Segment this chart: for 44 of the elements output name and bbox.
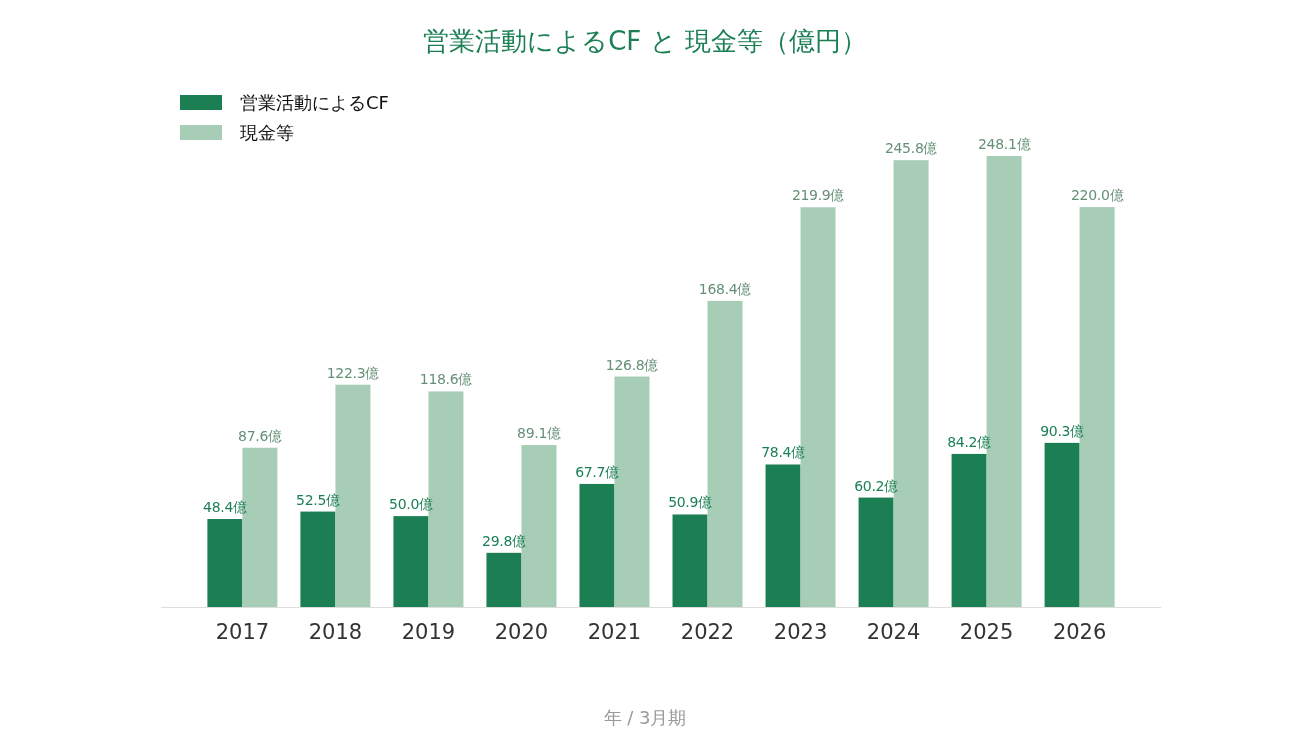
x-tick-label: 2023 [773, 620, 828, 644]
bar [207, 519, 243, 607]
x-tick-label: 2026 [1052, 620, 1107, 644]
x-tick-label: 2019 [401, 620, 456, 644]
data-label: 126.8億 [605, 356, 659, 373]
x-tick-label: 2025 [959, 620, 1014, 644]
x-tick-label: 2018 [308, 620, 363, 644]
bar [1044, 442, 1080, 607]
data-label: 52.5億 [296, 491, 341, 508]
x-tick-label: 2021 [587, 620, 642, 644]
x-axis-title: 年 / 3月期 [603, 707, 687, 728]
data-label: 90.3億 [1040, 422, 1085, 439]
data-label: 29.8億 [482, 532, 527, 549]
data-label: 50.0億 [389, 496, 434, 513]
bar [486, 552, 522, 607]
bar [579, 483, 615, 607]
data-label: 219.9億 [791, 187, 845, 204]
bar [393, 516, 429, 607]
data-label: 122.3億 [326, 364, 380, 381]
legend-label: 現金等 [240, 122, 294, 143]
data-label: 84.2億 [947, 433, 992, 450]
data-label: 50.9億 [668, 494, 713, 511]
x-tick-label: 2024 [866, 620, 921, 644]
data-label: 67.7億 [575, 463, 620, 480]
x-tick-label: 2022 [680, 620, 735, 644]
bar [951, 453, 987, 607]
bar [858, 497, 894, 607]
data-label: 48.4億 [203, 499, 248, 516]
data-label: 248.1億 [977, 136, 1031, 152]
chart-title: 営業活動によるCF と 現金等（億円） [423, 26, 867, 56]
data-label: 78.4億 [761, 444, 806, 461]
bar [765, 464, 801, 607]
data-label: 168.4億 [698, 280, 752, 297]
data-label: 245.8億 [884, 140, 938, 157]
data-label: 118.6億 [419, 371, 473, 388]
bar [672, 514, 708, 607]
legend-label: 営業活動によるCF [240, 92, 389, 113]
data-label: 89.1億 [517, 425, 562, 442]
x-tick-label: 2017 [215, 620, 270, 644]
x-tick-label: 2020 [494, 620, 549, 644]
bar [300, 511, 336, 607]
data-label: 220.0億 [1070, 187, 1124, 204]
data-label: 60.2億 [854, 477, 899, 494]
data-label: 87.6億 [238, 427, 283, 444]
